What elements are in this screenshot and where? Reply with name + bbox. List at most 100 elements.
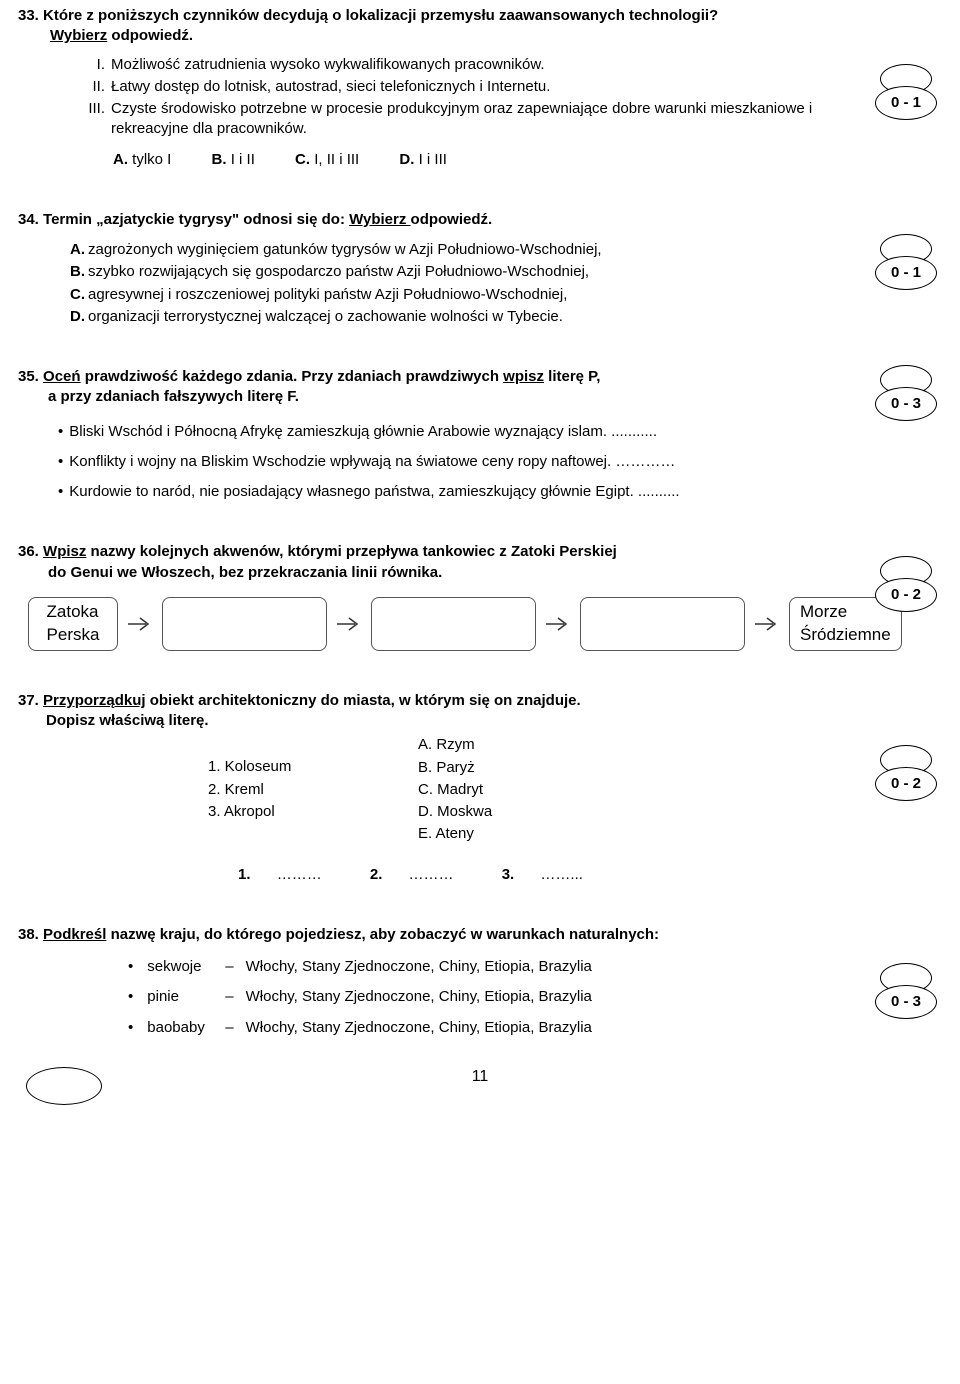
roman-text: Możliwość zatrudnienia wysoko wykwalifik… <box>111 55 545 75</box>
badge-bot-ellipse: 0 - 3 <box>875 985 937 1019</box>
bottom-ellipse <box>26 1067 102 1105</box>
q33-roman-1: I. Możliwość zatrudnienia wysoko wykwali… <box>73 55 822 75</box>
roman-num: I. <box>73 55 105 75</box>
q33-opt-c[interactable]: C. I, II i III <box>295 151 359 168</box>
q38-countries[interactable]: Włochy, Stany Zjednoczone, Chiny, Etiopi… <box>246 1018 592 1038</box>
q34-underline: Wybierz <box>349 211 410 228</box>
q37-left-col: 1. Koloseum 2. Kreml 3. Akropol <box>208 735 418 846</box>
blank-1[interactable]: 1. ……… <box>238 866 348 883</box>
q34-options: A.zagrożonych wyginięciem gatunków tygry… <box>18 240 822 327</box>
arrow-icon <box>126 614 154 634</box>
right-item: E. Ateny <box>418 824 492 844</box>
q36-u: Wpisz <box>43 543 86 560</box>
flow-start-box: Zatoka Perska <box>28 597 118 651</box>
blank-3[interactable]: 3. ……... <box>502 866 605 883</box>
dash: – <box>225 987 233 1007</box>
bullet-text: Kurdowie to naród, nie posiadający własn… <box>69 482 679 502</box>
q35-m2: literę P, <box>544 368 600 385</box>
q33-opt-b[interactable]: B. I i II <box>212 151 255 168</box>
question-37: 37. Przyporządkuj obiekt architektoniczn… <box>18 691 942 885</box>
q33-num: 33. <box>18 7 43 24</box>
q34-opt-b[interactable]: B.szybko rozwijających się gospodarczo p… <box>70 262 822 282</box>
q38-row-1: • sekwoje – Włochy, Stany Zjednoczone, C… <box>128 957 822 977</box>
q37-content: 37. Przyporządkuj obiekt architektoniczn… <box>18 691 942 885</box>
q38-row-3: • baobaby – Włochy, Stany Zjednoczone, C… <box>128 1018 822 1038</box>
q38-label: baobaby <box>147 1018 225 1038</box>
bullet-icon: • <box>128 987 133 1007</box>
q33-opt-d[interactable]: D. I i III <box>399 151 447 168</box>
q37-num: 37. <box>18 692 43 709</box>
arrow-icon <box>335 614 363 634</box>
q34-content: 34. Termin „azjatyckie tygrysy" odnosi s… <box>18 210 942 327</box>
q38-content: 38. Podkreśl nazwę kraju, do którego poj… <box>18 925 942 1038</box>
q35-line2: a przy zdaniach fałszywych literę F. <box>18 388 299 405</box>
blank-2[interactable]: 2. ……… <box>370 866 480 883</box>
q34-score-badge: 0 - 1 <box>870 234 942 296</box>
q38-u: Podkreśl <box>43 926 106 943</box>
q36-num: 36. <box>18 543 43 560</box>
bullet-text: Konflikty i wojny na Bliskim Wschodzie w… <box>69 452 675 472</box>
flow-blank-1[interactable] <box>162 597 327 651</box>
badge-bot-ellipse: 0 - 2 <box>875 578 937 612</box>
q34-opt-a[interactable]: A.zagrożonych wyginięciem gatunków tygry… <box>70 240 822 260</box>
dash: – <box>225 1018 233 1038</box>
bullet-icon: • <box>58 422 63 442</box>
q33-rest: odpowiedź. <box>107 27 193 44</box>
q33-title-text: Które z poniższych czynników decydują o … <box>43 7 718 24</box>
flow-blank-3[interactable] <box>580 597 745 651</box>
q37-answer-blanks: 1. ……… 2. ……… 3. ……... <box>18 865 822 885</box>
q34-opt-c[interactable]: C.agresywnej i roszczeniowej polityki pa… <box>70 285 822 305</box>
q38-title: 38. Podkreśl nazwę kraju, do którego poj… <box>18 925 822 945</box>
q38-label: pinie <box>147 987 225 1007</box>
right-item: D. Moskwa <box>418 802 492 822</box>
q35-u1: Oceń <box>43 368 81 385</box>
arrow-icon <box>753 614 781 634</box>
q35-u2: wpisz <box>503 368 544 385</box>
q38-rest: nazwę kraju, do którego pojedziesz, aby … <box>106 926 659 943</box>
q34-opt-d[interactable]: D.organizacji terrorystycznej walczącej … <box>70 307 822 327</box>
q38-score-badge: 0 - 3 <box>870 963 942 1025</box>
flow-blank-2[interactable] <box>371 597 536 651</box>
q38-label: sekwoje <box>147 957 225 977</box>
question-36: 36. Wpisz nazwy kolejnych akwenów, który… <box>18 542 942 651</box>
q37-line2: Dopisz właściwą literę. <box>18 712 209 729</box>
q33-content: 33. Które z poniższych czynników decyduj… <box>18 6 942 170</box>
q35-bullet-2: • Konflikty i wojny na Bliskim Wschodzie… <box>58 452 822 472</box>
bullet-icon: • <box>58 452 63 472</box>
q35-bullet-1: • Bliski Wschód i Północną Afrykę zamies… <box>58 422 822 442</box>
bullet-icon: • <box>58 482 63 502</box>
bullet-icon: • <box>128 957 133 977</box>
q33-opt-a[interactable]: A. tylko I <box>113 151 171 168</box>
q37-u: Przyporządkuj <box>43 692 146 709</box>
q35-num: 35. <box>18 368 43 385</box>
roman-num: III. <box>73 99 105 140</box>
q34-title: 34. Termin „azjatyckie tygrysy" odnosi s… <box>18 210 822 230</box>
question-34: 34. Termin „azjatyckie tygrysy" odnosi s… <box>18 210 942 327</box>
q38-countries[interactable]: Włochy, Stany Zjednoczone, Chiny, Etiopi… <box>246 987 592 1007</box>
q36-flow: Zatoka Perska Morze Śródziemne <box>18 597 942 651</box>
q33-options: A. tylko I B. I i II C. I, II i III D. I… <box>18 150 822 170</box>
q34-b: odpowiedź. <box>411 211 493 228</box>
q36-score-badge: 0 - 2 <box>870 556 942 618</box>
badge-bot-ellipse: 0 - 3 <box>875 387 937 421</box>
q38-list: • sekwoje – Włochy, Stany Zjednoczone, C… <box>18 957 822 1038</box>
q37-rest: obiekt architektoniczny do miasta, w któ… <box>146 692 581 709</box>
left-item: 2. Kreml <box>208 780 418 800</box>
roman-num: II. <box>73 77 105 97</box>
right-item: C. Madryt <box>418 780 492 800</box>
q33-roman-2: II. Łatwy dostęp do lotnisk, autostrad, … <box>73 77 822 97</box>
q38-countries[interactable]: Włochy, Stany Zjednoczone, Chiny, Etiopi… <box>246 957 592 977</box>
q36-rest: nazwy kolejnych akwenów, którymi przepły… <box>86 543 616 560</box>
right-item: A. Rzym <box>418 735 492 755</box>
badge-bot-ellipse: 0 - 2 <box>875 767 937 801</box>
left-item: 1. Koloseum <box>208 757 418 777</box>
q35-bullets: • Bliski Wschód i Północną Afrykę zamies… <box>18 422 822 503</box>
q37-score-badge: 0 - 2 <box>870 745 942 807</box>
q36-title: 36. Wpisz nazwy kolejnych akwenów, który… <box>18 542 942 583</box>
q33-roman-3: III. Czyste środowisko potrzebne w proce… <box>73 99 822 140</box>
q33-title: 33. Które z poniższych czynników decyduj… <box>18 6 822 47</box>
q36-content: 36. Wpisz nazwy kolejnych akwenów, który… <box>18 542 942 651</box>
page-number: 11 <box>18 1066 942 1088</box>
q38-row-2: • pinie – Włochy, Stany Zjednoczone, Chi… <box>128 987 822 1007</box>
q35-content: 35. Oceń prawdziwość każdego zdania. Prz… <box>18 367 942 502</box>
